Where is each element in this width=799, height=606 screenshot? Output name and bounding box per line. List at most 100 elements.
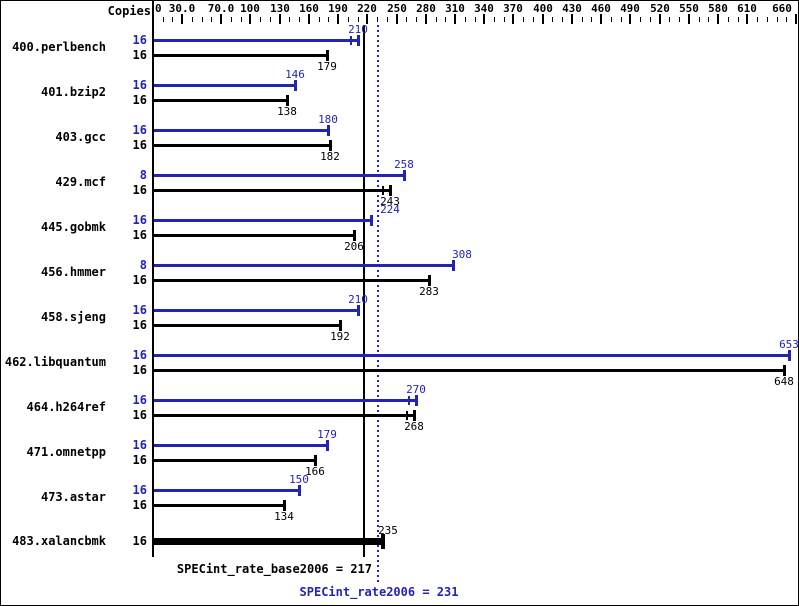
base-bar xyxy=(154,189,391,192)
axis-major-tick xyxy=(279,14,281,24)
bar-value-label: 210 xyxy=(348,293,368,306)
benchmark-label: 400.perlbench xyxy=(12,40,106,54)
axis-major-tick xyxy=(542,14,544,24)
bar-value-label: 179 xyxy=(317,428,337,441)
benchmark-label: 445.gobmk xyxy=(40,220,106,234)
axis-minor-tick xyxy=(621,17,622,22)
axis-minor-tick xyxy=(786,17,787,22)
bar-value-label: 224 xyxy=(380,203,400,216)
bar-end-tick xyxy=(381,534,385,549)
peak-bar xyxy=(154,264,454,267)
axis-major-tick xyxy=(629,14,631,24)
axis-minor-tick xyxy=(328,17,329,22)
single-bar xyxy=(154,538,383,545)
axis-major-tick xyxy=(600,14,602,24)
bar-value-label: 243 xyxy=(380,195,400,208)
peak-bar xyxy=(154,174,405,177)
axis-minor-tick xyxy=(406,17,407,22)
copies-value: 16 xyxy=(132,303,147,317)
peak-bar xyxy=(154,489,300,492)
axis-minor-tick xyxy=(387,17,388,22)
axis-major-tick xyxy=(220,14,222,24)
benchmark-label: 471.omnetpp xyxy=(26,445,106,459)
axis-minor-tick xyxy=(299,17,300,22)
axis-minor-tick xyxy=(640,17,641,22)
copies-value: 8 xyxy=(139,168,147,182)
axis-minor-tick xyxy=(679,17,680,22)
bar-value-label: 182 xyxy=(320,150,340,163)
axis-major-tick xyxy=(337,14,339,24)
benchmark-label: 429.mcf xyxy=(55,175,106,189)
bar-value-label: 283 xyxy=(419,285,439,298)
reference-line-peak xyxy=(377,25,379,584)
axis-minor-tick xyxy=(708,17,709,22)
bar-end-tick xyxy=(788,350,791,361)
copies-value: 16 xyxy=(132,33,147,47)
axis-minor-tick xyxy=(202,17,203,22)
axis-tick-label: 220 xyxy=(357,2,377,15)
axis-major-tick xyxy=(659,14,661,24)
copies-value: 16 xyxy=(132,93,147,107)
bar-end-tick xyxy=(357,305,360,316)
copies-value: 16 xyxy=(132,213,147,227)
benchmark-label: 483.xalancbmk xyxy=(12,534,106,548)
bar-value-label: 268 xyxy=(404,420,424,433)
copies-value: 16 xyxy=(132,453,147,467)
copies-value: 16 xyxy=(132,273,147,287)
bar-end-tick xyxy=(314,455,317,466)
axis-minor-tick xyxy=(562,17,563,22)
axis-major-tick xyxy=(571,14,573,24)
bar-value-label: 270 xyxy=(406,383,426,396)
benchmark-label: 462.libquantum xyxy=(4,355,106,369)
axis-minor-tick xyxy=(777,17,778,22)
specint-rate2006-label: SPECint_rate2006 = 231 xyxy=(299,585,459,599)
axis-tick-label: 610 xyxy=(737,2,757,15)
copies-axis-divider-line xyxy=(152,1,154,557)
bar-value-label: 179 xyxy=(317,60,337,73)
axis-major-tick xyxy=(717,14,719,24)
axis-minor-tick xyxy=(416,17,417,22)
copies-value: 16 xyxy=(132,408,147,422)
bar-end-tick xyxy=(413,410,416,421)
bar-end-tick xyxy=(370,215,373,226)
bar-value-label: 134 xyxy=(274,510,294,523)
axis-minor-tick xyxy=(270,17,271,22)
bar-run-tick xyxy=(406,411,408,420)
bar-value-label: 192 xyxy=(330,330,350,343)
axis-minor-tick xyxy=(611,17,612,22)
peak-bar xyxy=(154,219,372,222)
axis-tick-label: 70.0 xyxy=(207,2,235,15)
bar-end-tick xyxy=(326,50,329,61)
bar-value-label: 138 xyxy=(277,105,297,118)
copies-value: 16 xyxy=(132,183,147,197)
copies-value: 16 xyxy=(132,48,147,62)
axis-tick-label: 460 xyxy=(591,2,611,15)
axis-minor-tick xyxy=(533,17,534,22)
copies-value: 16 xyxy=(132,123,147,137)
base-bar xyxy=(154,279,430,282)
copies-value: 16 xyxy=(132,483,147,497)
bar-end-tick xyxy=(339,320,342,331)
axis-tick-label: 370 xyxy=(503,2,523,15)
copies-value: 16 xyxy=(132,228,147,242)
axis-major-tick xyxy=(454,14,456,24)
axis-minor-tick xyxy=(728,17,729,22)
axis-minor-tick xyxy=(699,17,700,22)
copies-value: 16 xyxy=(132,318,147,332)
benchmark-label: 458.sjeng xyxy=(40,310,106,324)
axis-major-tick xyxy=(512,14,514,24)
specint-rate-base2006-label: SPECint_rate_base2006 = 217 xyxy=(176,562,372,576)
bar-value-label: 235 xyxy=(378,524,398,537)
axis-minor-tick xyxy=(767,17,768,22)
axis-tick-label: 550 xyxy=(679,2,699,15)
bar-value-label: 258 xyxy=(394,158,414,171)
benchmark-label: 401.bzip2 xyxy=(40,85,106,99)
peak-bar xyxy=(154,39,359,42)
bar-end-tick xyxy=(327,125,330,136)
base-bar xyxy=(154,459,316,462)
axis-minor-tick xyxy=(231,17,232,22)
copies-value: 16 xyxy=(132,534,147,548)
axis-minor-tick xyxy=(241,17,242,22)
axis-tick-label: 580 xyxy=(708,2,728,15)
bar-end-tick xyxy=(286,95,289,106)
